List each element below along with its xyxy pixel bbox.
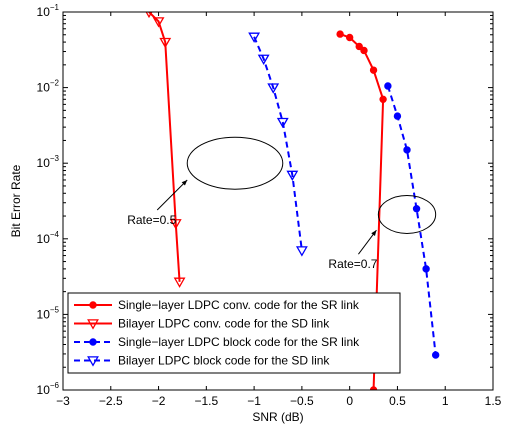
x-tick-label-10: 1.5 bbox=[485, 394, 502, 408]
series-3-point-2 bbox=[393, 112, 402, 120]
series-3-point-1 bbox=[384, 82, 392, 90]
legend-marker bbox=[87, 319, 99, 330]
legend-label: Single−layer LDPC block code for the SR … bbox=[118, 335, 360, 349]
series-2-point-4 bbox=[152, 17, 165, 28]
series-2 bbox=[145, 12, 186, 288]
x-tick-label-2: −2.5 bbox=[99, 394, 123, 408]
legend-marker bbox=[89, 301, 97, 309]
legend-item-3: Single−layer LDPC block code for the SR … bbox=[74, 335, 360, 349]
series-4 bbox=[248, 32, 308, 257]
x-tick-label-5: −1 bbox=[247, 394, 261, 408]
y-axis-label: Bit Error Rate bbox=[9, 164, 23, 237]
series-3-point-4 bbox=[412, 205, 421, 213]
annotation-label: Rate=0.7 bbox=[328, 257, 377, 271]
legend-item-2: Bilayer LDPC conv. code for the SD link bbox=[74, 317, 330, 331]
series-3-point-3 bbox=[403, 146, 411, 154]
legend-label: Single−layer LDPC conv. code for the SR … bbox=[118, 298, 360, 312]
y-tick-label-2: 10−5 bbox=[37, 305, 60, 321]
series-2-point-2 bbox=[169, 219, 182, 230]
annotation-arrowhead bbox=[371, 230, 377, 237]
legend-marker bbox=[89, 338, 97, 346]
annotation-2: Rate=0.7 bbox=[328, 194, 437, 271]
series-4-point-4 bbox=[276, 117, 289, 129]
x-tick-label-1: −3 bbox=[56, 394, 70, 408]
series-4-point-5 bbox=[286, 170, 299, 182]
x-axis-label: SNR (dB) bbox=[252, 410, 303, 424]
annotation-arrowhead bbox=[181, 179, 188, 186]
y-tick-label-3: 10−4 bbox=[37, 230, 60, 246]
series-1-point-4 bbox=[360, 46, 368, 55]
series-1-point-5 bbox=[355, 42, 363, 51]
y-tick-label-4: 10−3 bbox=[37, 154, 60, 170]
x-tick-label-9: 1 bbox=[442, 394, 449, 408]
x-tick-label-8: 0.5 bbox=[389, 394, 406, 408]
legend-marker bbox=[87, 356, 99, 367]
series-4-point-2 bbox=[257, 54, 270, 65]
series-2-point-5 bbox=[145, 12, 153, 19]
series-2-point-1 bbox=[173, 277, 186, 288]
x-tick-label-3: −2 bbox=[152, 394, 166, 408]
series-4-point-3 bbox=[267, 83, 280, 94]
annotation-arrow bbox=[156, 179, 188, 211]
series-3 bbox=[384, 82, 440, 359]
legend: Single−layer LDPC conv. code for the SR … bbox=[67, 292, 401, 374]
series-3-point-6 bbox=[431, 351, 440, 359]
y-tick-label-6: 10−1 bbox=[37, 3, 60, 19]
x-tick-label-4: −1.5 bbox=[194, 394, 218, 408]
annotations-layer: Rate=0.5 Rate=0.7 bbox=[127, 136, 437, 271]
x-tick-label-7: 0 bbox=[346, 394, 353, 408]
series-2-point-3 bbox=[159, 37, 172, 49]
series-1-point-3 bbox=[369, 66, 378, 74]
series-4-point-6 bbox=[295, 246, 308, 257]
legend-label: Bilayer LDPC conv. code for the SD link bbox=[118, 317, 330, 331]
annotation-ellipse bbox=[377, 194, 437, 234]
legend-item-1: Single−layer LDPC conv. code for the SR … bbox=[74, 298, 360, 312]
legend-item-4: Bilayer LDPC block code for the SD link bbox=[74, 354, 330, 368]
series-1 bbox=[336, 30, 387, 390]
x-tick-label-6: −0.5 bbox=[290, 394, 314, 408]
legend-label: Bilayer LDPC block code for the SD link bbox=[118, 354, 330, 368]
marks-layer bbox=[145, 12, 440, 390]
series-4-point-1 bbox=[248, 32, 261, 43]
y-tick-label-5: 10−2 bbox=[37, 79, 60, 95]
series-1-point-2 bbox=[379, 95, 387, 104]
legend-box bbox=[67, 292, 401, 374]
axes-frame bbox=[62, 11, 494, 391]
annotation-label: Rate=0.5 bbox=[127, 213, 176, 227]
series-3-line bbox=[386, 85, 437, 356]
annotation-1: Rate=0.5 bbox=[127, 136, 284, 227]
series-3-point-5 bbox=[422, 265, 430, 273]
ticks-layer: −3 −2.5 −2 −1.5 −1 −0.5 0 0.5 1 1.5 10−6 10−5 10−4 10… bbox=[37, 3, 502, 408]
annotation-ellipse bbox=[186, 136, 284, 190]
series-1-point-7 bbox=[336, 30, 344, 38]
y-tick-label-1: 10−6 bbox=[37, 381, 60, 397]
series-1-point-6 bbox=[345, 33, 354, 42]
